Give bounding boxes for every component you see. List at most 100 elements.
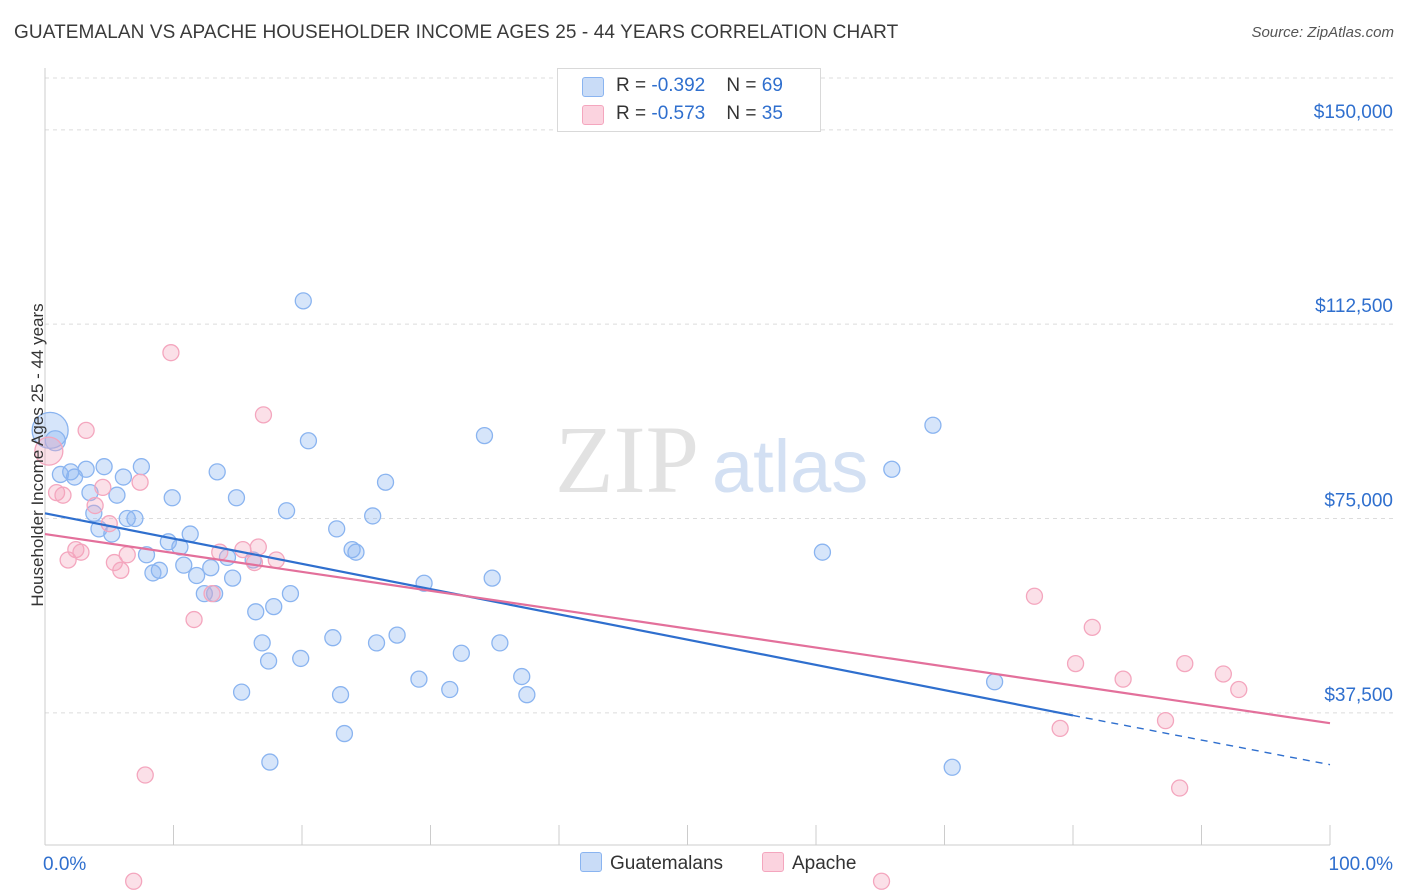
guatemalans-point <box>175 556 193 574</box>
data-points <box>31 292 1248 890</box>
guatemalans-point <box>299 432 318 450</box>
apache-point <box>136 766 154 784</box>
guatemalans-point <box>265 597 283 616</box>
apache-point <box>112 561 130 579</box>
guatemalans-point <box>483 569 501 587</box>
guatemalans-point <box>452 644 470 662</box>
guatemalans-point <box>51 465 70 484</box>
guatemalans-point <box>137 546 156 564</box>
guatemalans-point <box>376 473 395 491</box>
guatemalans-point <box>943 758 961 776</box>
apache-point <box>118 546 136 564</box>
guatemalans-swatch <box>582 77 604 97</box>
apache-point <box>234 540 252 559</box>
apache-point <box>1156 711 1175 730</box>
guatemalans-point <box>813 543 832 561</box>
apache-point <box>1230 680 1248 699</box>
guatemalans-point <box>77 460 95 478</box>
guatemalans-point <box>513 667 531 686</box>
guatemalans-point <box>150 561 169 579</box>
apache-point <box>254 406 273 424</box>
guatemalans-point <box>475 426 494 445</box>
guatemalans-point <box>208 463 226 481</box>
grid-lines <box>45 77 1395 714</box>
apache-point <box>72 543 90 561</box>
apache-trend-line <box>44 532 1331 725</box>
apache-point <box>125 872 143 890</box>
guatemalans-point <box>95 458 113 476</box>
watermark: ZIP atlas <box>555 406 868 513</box>
legend-apache: Apache <box>762 852 856 875</box>
chart-title: GUATEMALAN VS APACHE HOUSEHOLDER INCOME … <box>14 22 899 43</box>
apache-point <box>249 538 267 556</box>
guatemalans-point <box>132 458 151 476</box>
apache-point <box>54 486 72 504</box>
apache-point <box>77 421 95 440</box>
guatemalans-point <box>441 680 459 699</box>
apache-point <box>1214 665 1232 683</box>
guatemalans-point <box>202 559 220 577</box>
watermark-zip: ZIP <box>555 406 699 513</box>
trend-lines <box>44 512 1331 766</box>
apache-point <box>162 344 180 362</box>
apache-point <box>1176 654 1194 673</box>
guatemalans-trend-extension <box>1072 714 1331 766</box>
axes <box>44 68 1331 846</box>
y-tick-label: $75,000 <box>1324 491 1393 512</box>
apache-point <box>1066 654 1085 673</box>
apache-point <box>245 553 264 572</box>
y-tick-label: $112,500 <box>1315 296 1393 317</box>
x-tick-label-end: 100.0% <box>1329 854 1394 875</box>
apache-point <box>872 872 891 890</box>
apache-point <box>1025 587 1044 605</box>
y-tick-label: $37,500 <box>1324 685 1393 706</box>
apache-swatch <box>582 105 604 125</box>
y-tick-label: $150,000 <box>1314 102 1393 123</box>
legend-guatemalans-swatch <box>580 852 602 872</box>
guatemalans-point <box>294 292 312 310</box>
source-label: Source: ZipAtlas.com <box>1251 24 1394 41</box>
guatemalans-point <box>187 566 206 585</box>
apache-point <box>1051 719 1069 738</box>
guatemalans-point <box>324 629 342 647</box>
guatemalans-point <box>347 543 365 561</box>
guatemalans-point <box>292 649 310 668</box>
guatemalans-point <box>364 507 382 525</box>
guatemalans-point <box>518 686 536 704</box>
guatemalans-point <box>410 670 428 688</box>
apache-point <box>203 585 221 603</box>
guatemalans-point <box>277 502 296 520</box>
guatemalans-point <box>331 686 350 704</box>
guatemalans-point <box>388 626 406 644</box>
guatemalans-point <box>44 430 66 452</box>
guatemalans-point <box>81 483 99 502</box>
guatemalans-trend-line <box>44 512 1074 717</box>
guatemalans-point <box>259 652 278 670</box>
guatemalans-point <box>227 489 246 507</box>
guatemalans-point <box>253 634 271 652</box>
guatemalans-point <box>108 486 126 504</box>
guatemalans-point <box>367 634 386 652</box>
guatemalans-point <box>126 509 144 528</box>
guatemalans-point <box>114 468 133 486</box>
legend-apache-swatch <box>762 852 784 872</box>
apache-point <box>1083 618 1101 636</box>
stats-legend: R = -0.392 N = 69 R = -0.573 N = 35 <box>557 68 821 132</box>
guatemalans-point <box>261 753 279 771</box>
legend-guatemalans: Guatemalans <box>580 852 723 875</box>
apache-point <box>131 473 149 491</box>
guatemalans-point <box>491 634 509 652</box>
legend-guatemalans-label: Guatemalans <box>610 853 724 874</box>
apache-point <box>86 496 104 515</box>
apache-point <box>185 610 203 629</box>
watermark-atlas: atlas <box>712 425 868 508</box>
apache-point <box>1114 670 1132 688</box>
guatemalans-point <box>247 603 265 621</box>
apache-point <box>94 478 112 497</box>
tick-labels: $37,500 $75,000 $112,500 $150,000 0.0% 100.0% <box>43 102 1393 875</box>
guatemalans-point <box>232 683 251 701</box>
y-axis-label: Householder Income Ages 25 - 44 years <box>28 303 47 607</box>
guatemalans-point <box>223 569 242 587</box>
guatemalans-point <box>328 520 346 538</box>
